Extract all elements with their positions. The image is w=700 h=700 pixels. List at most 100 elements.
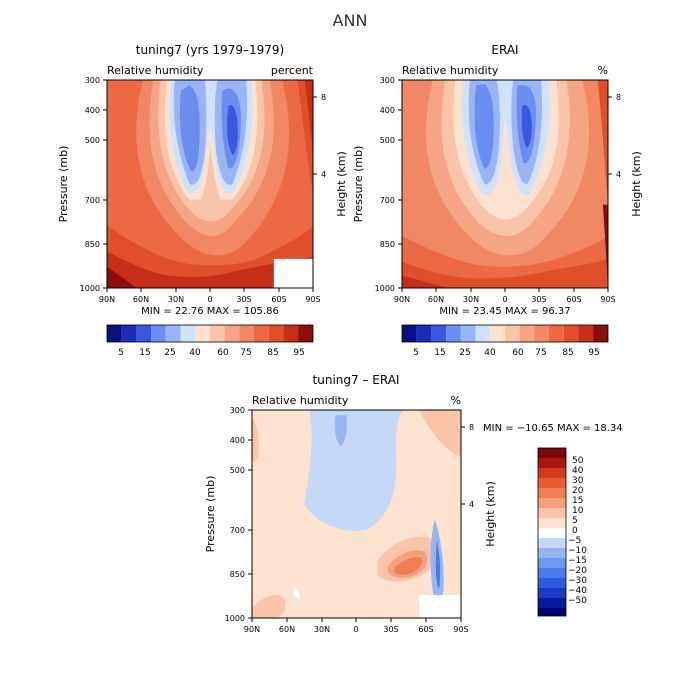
colorbar-swatch bbox=[180, 325, 196, 342]
colorbar-swatch bbox=[538, 588, 566, 598]
y-tick-label: 1000 bbox=[80, 284, 100, 293]
colorbar-label: 40 bbox=[572, 466, 584, 476]
colorbar-swatch bbox=[151, 325, 166, 342]
colorbar: 5 15 25 40 60 75 85 95 bbox=[401, 324, 609, 358]
colorbar-label: −15 bbox=[568, 556, 587, 566]
y-tick-label: 700 bbox=[85, 196, 100, 205]
colorbar-label: −40 bbox=[568, 586, 587, 596]
contour-band bbox=[304, 80, 313, 153]
diff-colorbar: 50 40 30 20 15 10 5 0 −5 −10 −15 −20 −30… bbox=[537, 447, 587, 617]
colorbar-label: 20 bbox=[572, 486, 584, 496]
x-tick-label: 90N bbox=[99, 295, 115, 304]
y2-tick-label: 8 bbox=[616, 93, 621, 102]
y-tick-label: 500 bbox=[85, 136, 100, 145]
colorbar-swatch bbox=[165, 325, 181, 342]
contour-band bbox=[107, 267, 138, 288]
contour-band bbox=[602, 204, 608, 288]
min-max-stats: MIN = 23.45 MAX = 96.37 bbox=[439, 306, 570, 317]
colorbar-label: −20 bbox=[568, 566, 587, 576]
y-axis: 300 400 500 700 850 1000 Pressure (mb) bbox=[57, 76, 107, 293]
colorbar-label: 10 bbox=[572, 506, 584, 516]
y-tick-label: 850 bbox=[380, 240, 395, 249]
missing-data-mask bbox=[419, 595, 461, 618]
contour-band bbox=[394, 557, 422, 575]
colorbar-swatch bbox=[446, 325, 461, 342]
colorbar-swatch bbox=[538, 448, 566, 458]
colorbar-swatch bbox=[283, 325, 299, 342]
colorbar-swatch bbox=[538, 598, 566, 608]
colorbar-swatch bbox=[490, 325, 505, 342]
colorbar: 5 15 25 40 60 75 85 95 bbox=[106, 324, 314, 358]
colorbar-swatch bbox=[538, 568, 566, 578]
x-tick-label: 90S bbox=[600, 295, 615, 304]
colorbar-swatch bbox=[538, 488, 566, 498]
y-axis: 300 400 500 700 850 1000 Pressure (mb) bbox=[352, 76, 402, 293]
colorbar-swatch bbox=[402, 325, 417, 342]
y-tick-label: 1000 bbox=[375, 284, 395, 293]
x-tick-label: 60S bbox=[566, 295, 581, 304]
colorbar-label: 85 bbox=[562, 348, 573, 358]
variable-label: Relative humidity bbox=[252, 394, 349, 407]
x-tick-label: 30N bbox=[463, 295, 479, 304]
y-tick-label: 300 bbox=[85, 76, 100, 85]
contour-band bbox=[474, 84, 494, 169]
variable-label: Relative humidity bbox=[107, 64, 204, 77]
colorbar-label: 15 bbox=[434, 348, 445, 358]
contour-band bbox=[107, 251, 313, 288]
x-tick-label: 30N bbox=[314, 625, 330, 634]
colorbar-swatch bbox=[534, 325, 549, 342]
contour-band bbox=[252, 595, 286, 618]
y-tick-label: 400 bbox=[380, 106, 395, 115]
y-tick-label: 700 bbox=[230, 526, 245, 535]
colorbar-swatch bbox=[268, 325, 284, 342]
y2-tick-label: 8 bbox=[321, 93, 326, 102]
colorbar-label: 40 bbox=[189, 348, 201, 358]
x-tick-label: 30S bbox=[531, 295, 546, 304]
min-max-stats: MIN = −10.65 MAX = 18.34 bbox=[483, 423, 623, 434]
colorbar-swatch bbox=[431, 325, 447, 342]
panel-title: ERAI bbox=[491, 43, 518, 57]
contour-band bbox=[597, 80, 608, 205]
colorbar-swatch bbox=[475, 325, 491, 342]
x-tick-label: 0 bbox=[502, 295, 507, 304]
contour-band bbox=[521, 104, 532, 148]
y2-axis: 8 4 Height (km) bbox=[461, 423, 497, 547]
units-label: percent bbox=[271, 64, 314, 77]
contour-field bbox=[252, 410, 461, 618]
x-tick-label: 60N bbox=[133, 295, 149, 304]
x-tick-label: 90S bbox=[305, 295, 320, 304]
y2-axis-label: Height (km) bbox=[630, 151, 643, 217]
contour-band bbox=[304, 410, 404, 531]
colorbar-swatch bbox=[460, 325, 476, 342]
y2-axis-label: Height (km) bbox=[484, 481, 497, 547]
y-tick-label: 300 bbox=[230, 406, 245, 415]
colorbar-swatch bbox=[519, 325, 535, 342]
contour-band bbox=[179, 85, 200, 172]
colorbar-label: 75 bbox=[535, 348, 546, 358]
missing-data-mask bbox=[273, 258, 313, 288]
colorbar-label: 50 bbox=[572, 456, 584, 466]
colorbar-swatch bbox=[107, 325, 122, 342]
units-label: % bbox=[598, 64, 608, 77]
y-tick-label: 500 bbox=[380, 136, 395, 145]
colorbar-swatch bbox=[538, 528, 566, 538]
colorbar-label: 5 bbox=[413, 348, 419, 358]
colorbar-label: 0 bbox=[572, 526, 578, 536]
x-tick-label: 0 bbox=[207, 295, 212, 304]
panel-title: tuning7 – ERAI bbox=[313, 373, 400, 387]
y2-axis: 8 4 Height (km) bbox=[608, 93, 643, 217]
colorbar-swatch bbox=[538, 548, 566, 558]
colorbar-swatch bbox=[224, 325, 240, 342]
colorbar-label: 60 bbox=[512, 348, 524, 358]
colorbar-label: −50 bbox=[568, 596, 587, 606]
y2-axis-label: Height (km) bbox=[335, 151, 348, 217]
panel-model: tuning7 (yrs 1979–1979) Relative humidit… bbox=[57, 43, 348, 358]
y-tick-label: 1000 bbox=[225, 614, 245, 623]
colorbar-swatch bbox=[298, 325, 313, 342]
y-axis-label: Pressure (mb) bbox=[204, 476, 217, 553]
x-tick-label: 30S bbox=[236, 295, 251, 304]
y-tick-label: 400 bbox=[230, 436, 245, 445]
x-tick-label: 60S bbox=[271, 295, 286, 304]
colorbar-swatch bbox=[538, 468, 566, 478]
